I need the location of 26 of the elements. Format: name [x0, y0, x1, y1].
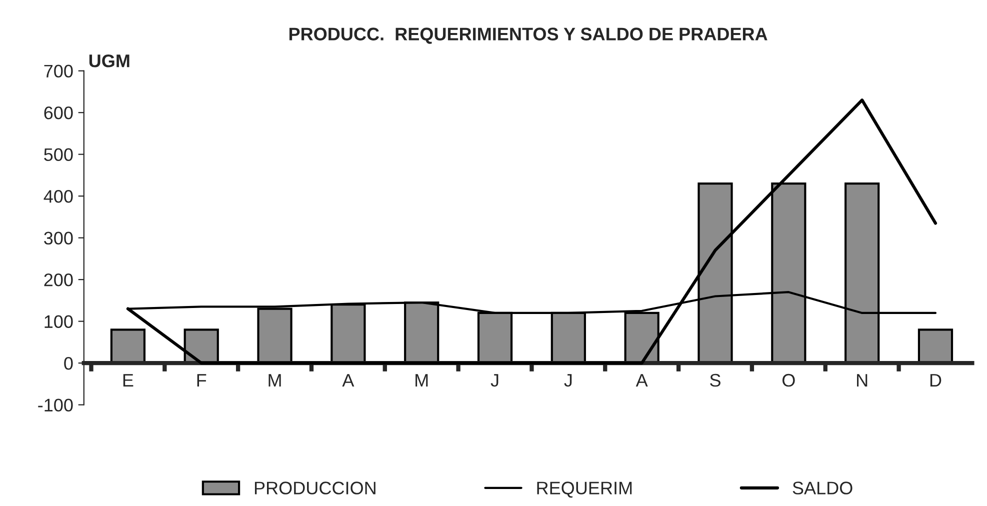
- x-tick-label: J: [564, 374, 572, 387]
- x-tick-label: J: [490, 374, 498, 387]
- x-tick-label: F: [197, 374, 206, 387]
- y-tick-label: 300: [44, 232, 73, 245]
- y-tick-label: 0: [64, 356, 73, 370]
- x-tick-label: N: [857, 374, 868, 387]
- y-tick-label: -100: [38, 398, 73, 412]
- x-tick-label: M: [416, 374, 428, 387]
- legend-label: REQUERIM: [537, 482, 632, 498]
- x-tick-label: O: [782, 374, 795, 387]
- y-tick-label: 700: [44, 64, 73, 78]
- x-tick-label: S: [710, 374, 720, 387]
- x-tick-label: A: [636, 374, 648, 387]
- x-tick-label: D: [930, 374, 942, 387]
- legend-label: SALDO: [792, 482, 852, 494]
- chart-title: PRODUCC. REQUERIMIENTOS Y SALDO DE PRADERA: [289, 28, 768, 44]
- y-tick-label: 400: [44, 190, 73, 203]
- y-axis-title: UGM: [89, 54, 130, 68]
- y-tick-label: 600: [44, 106, 73, 120]
- y-tick-label: 200: [44, 274, 73, 286]
- x-tick-label: M: [268, 374, 281, 387]
- legend-label: PRODUCCION: [254, 482, 376, 494]
- x-tick-label: A: [342, 374, 354, 387]
- y-tick-label: 100: [44, 315, 73, 328]
- y-tick-label: 500: [44, 148, 73, 162]
- x-tick-label: E: [123, 374, 134, 387]
